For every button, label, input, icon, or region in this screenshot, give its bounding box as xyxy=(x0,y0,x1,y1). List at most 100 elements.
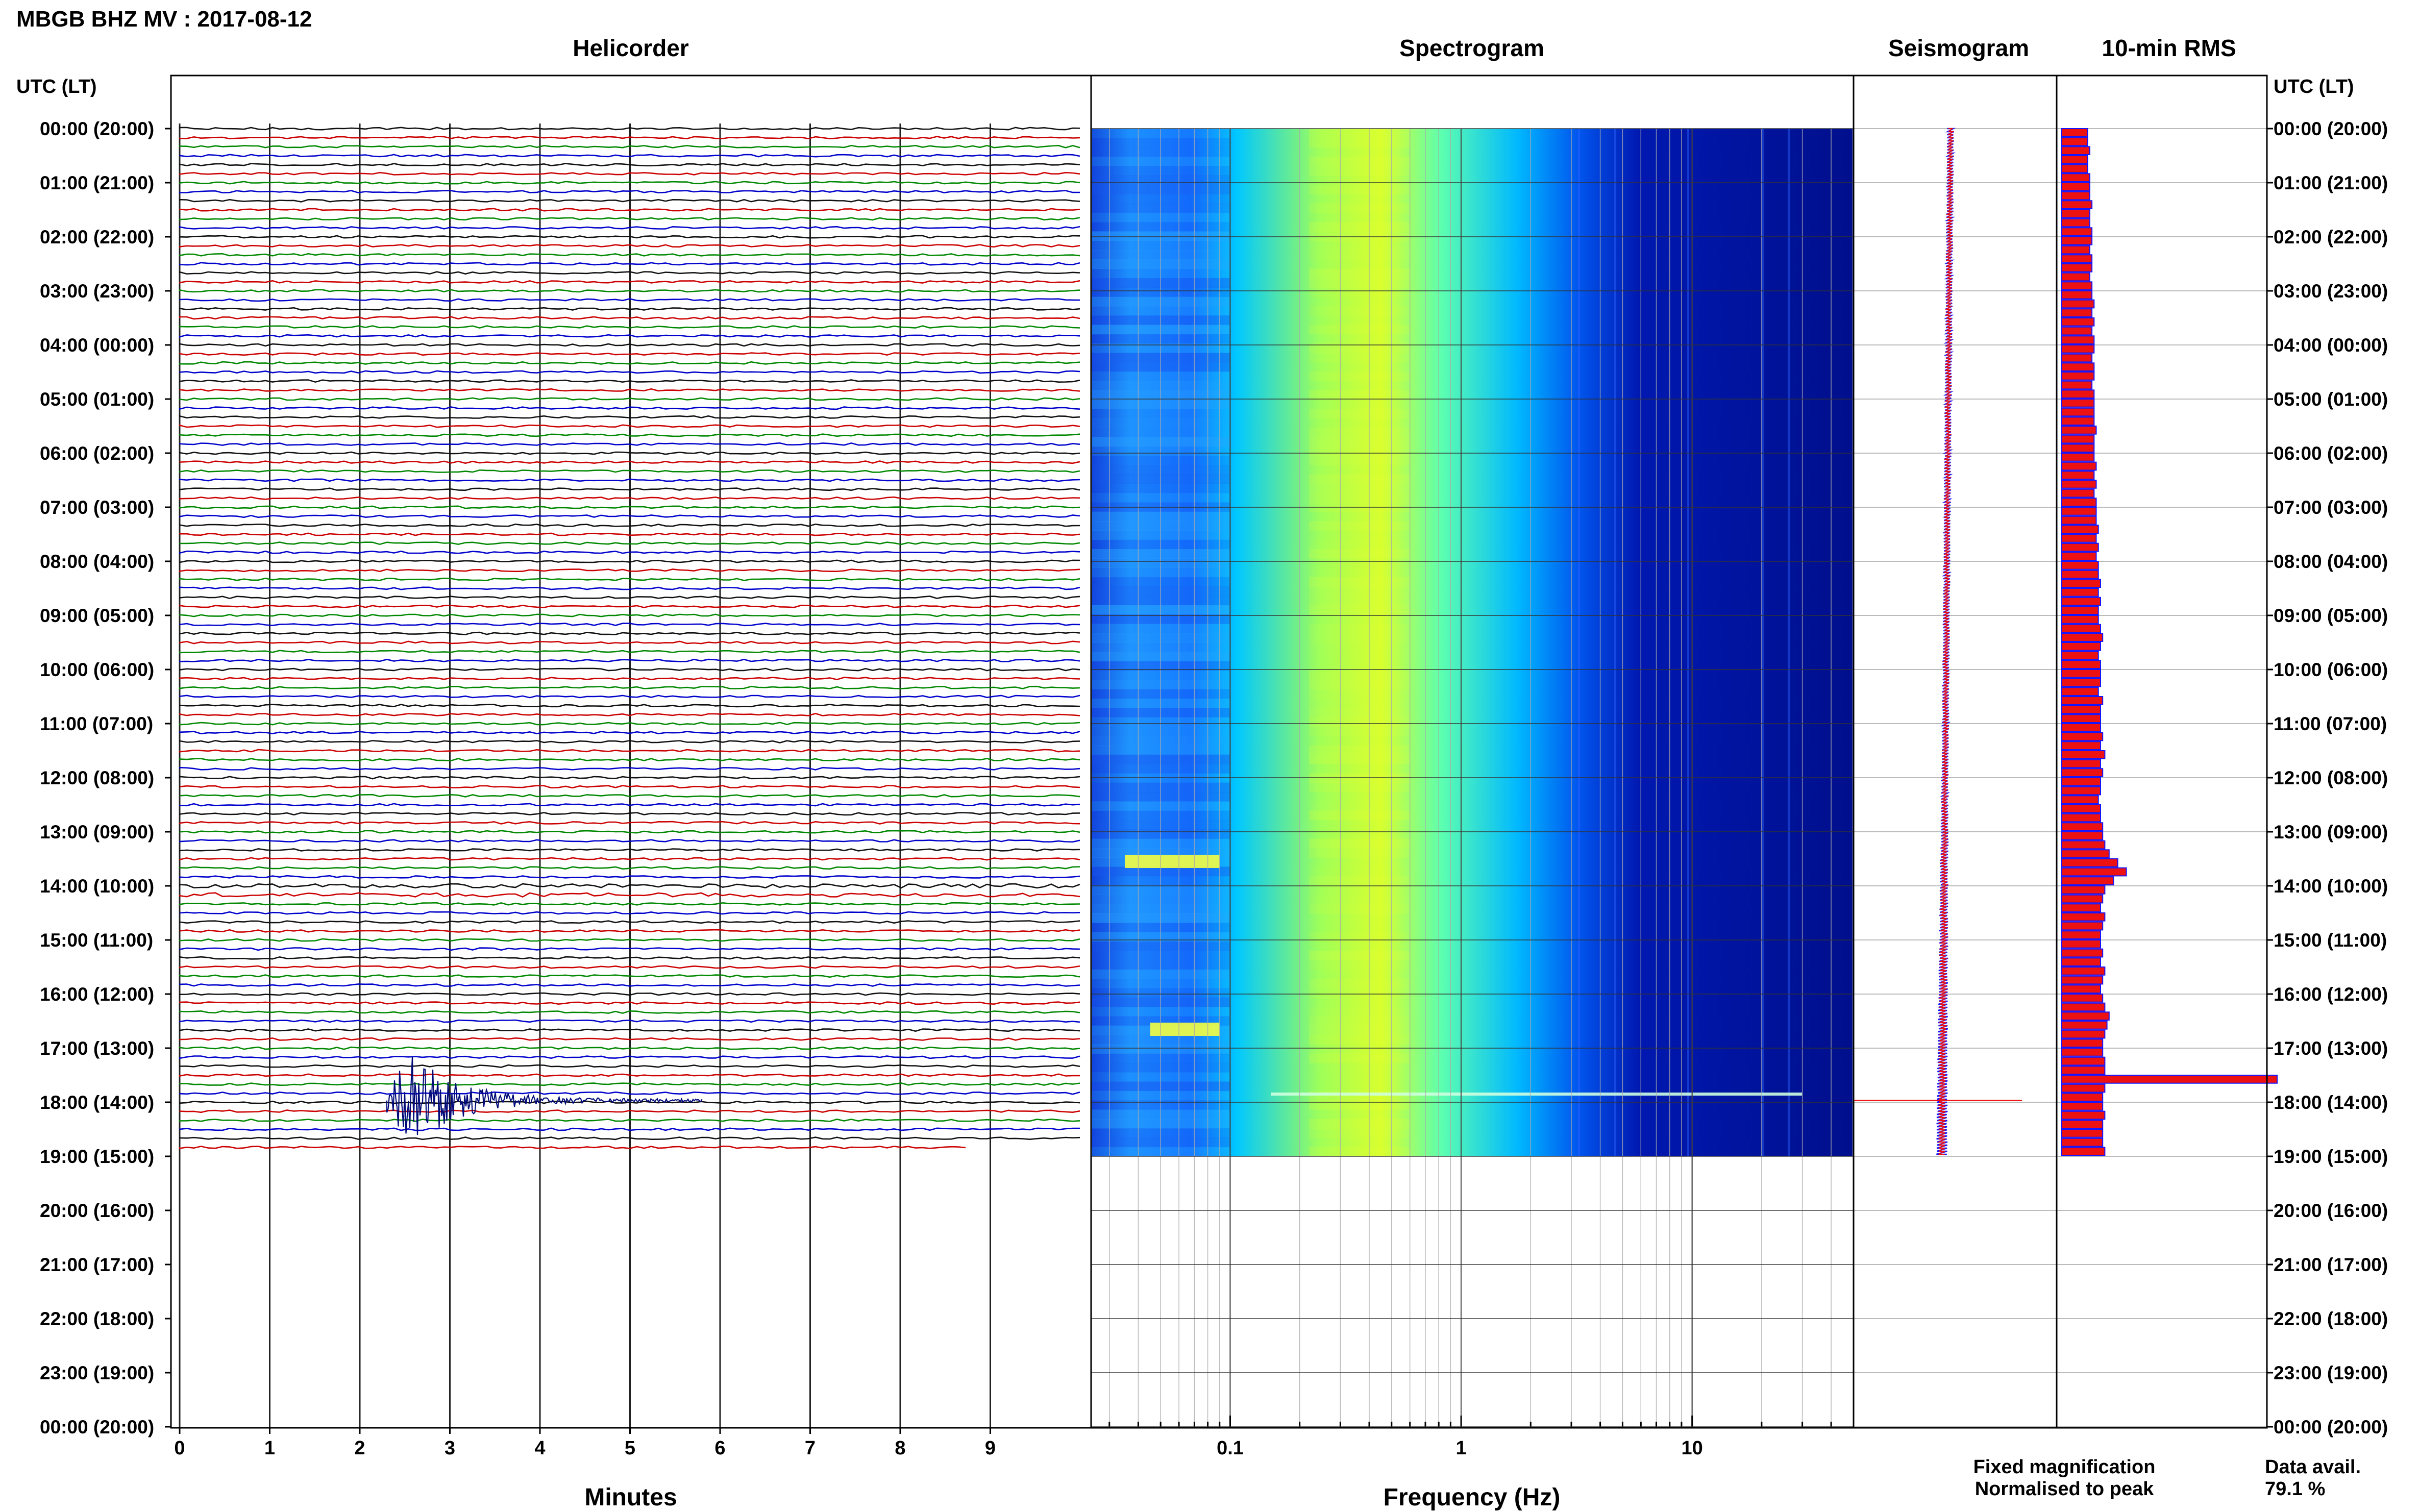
rms-bar xyxy=(2061,389,2095,399)
spectrogram-peak-row xyxy=(1309,979,1410,988)
time-tick-label-right: 20:00 (16:00) xyxy=(2274,1200,2388,1221)
spectrogram-peak-row xyxy=(1309,866,1410,877)
helicorder-trace-row xyxy=(179,181,1080,185)
rms-bar xyxy=(2061,1093,2104,1102)
helicorder-trace-row xyxy=(179,938,1080,942)
helicorder-trace-row xyxy=(179,947,1080,951)
helicorder-trace-row xyxy=(179,983,1080,987)
spectrogram-peak-row xyxy=(1309,792,1410,802)
rms-bar xyxy=(2061,1048,2104,1057)
rms-bar xyxy=(2061,777,2101,786)
rms-bar xyxy=(2061,218,2090,228)
rms-bar xyxy=(2061,903,2101,913)
helicorder-trace-row xyxy=(179,1028,1080,1032)
time-tick-label-left: 17:00 (13:00) xyxy=(40,1038,154,1059)
rms-bar xyxy=(2061,443,2095,453)
rms-bar xyxy=(2061,399,2095,408)
helicorder-trace-row xyxy=(179,758,1080,762)
seismogram-normalised-trace xyxy=(1937,128,1955,1155)
spectrogram-burst xyxy=(1125,855,1220,868)
time-tick-label-right: 23:00 (19:00) xyxy=(2274,1362,2388,1383)
helicorder-trace-row xyxy=(179,623,1080,627)
helicorder-trace-row xyxy=(179,190,1080,194)
rms-bar xyxy=(2061,876,2114,886)
helicorder-trace-row xyxy=(179,559,1080,563)
helicorder-trace-row xyxy=(179,1001,1080,1005)
spectrogram-peak-row xyxy=(1309,810,1410,821)
helicorder-trace-row xyxy=(179,866,1080,870)
helicorder-trace-row xyxy=(179,451,1080,455)
spectrogram-peak-row xyxy=(1309,1119,1410,1129)
time-tick-label-right: 11:00 (07:00) xyxy=(2274,713,2387,734)
time-tick-label-left: 19:00 (15:00) xyxy=(40,1146,154,1167)
seismogram-traces xyxy=(1854,128,2022,1155)
helicorder-trace-row xyxy=(179,604,1080,608)
spectrogram-peak-row xyxy=(1309,409,1410,419)
helicorder-trace-row xyxy=(179,271,1080,275)
time-tick-label-left: 13:00 (09:00) xyxy=(40,822,154,842)
rms-bar xyxy=(2061,1002,2106,1012)
rms-bar xyxy=(2061,597,2101,606)
rms-bar xyxy=(2061,804,2101,813)
rms-bar xyxy=(2061,921,2104,931)
spectrogram-peak-row xyxy=(1309,1035,1410,1045)
time-tick-label-left: 02:00 (22:00) xyxy=(40,227,154,247)
rms-bar xyxy=(2061,858,2118,867)
rms-bar xyxy=(2061,308,2093,317)
rms-bar xyxy=(2061,723,2101,732)
helicorder-trace-row xyxy=(179,541,1080,546)
spectrogram-peak-row xyxy=(1309,203,1410,213)
helicorder-trace-row xyxy=(179,163,1080,167)
helicorder-trace-row xyxy=(179,442,1080,446)
spectrogram-peak-row xyxy=(1309,156,1410,166)
spectrogram-peak-row xyxy=(1309,418,1410,428)
rms-bar xyxy=(2061,245,2090,255)
rms-bar xyxy=(2061,750,2106,759)
spectrogram-peak-row xyxy=(1309,633,1410,643)
rms-bar xyxy=(2061,1137,2104,1147)
spectrogram-peak-row xyxy=(1309,670,1410,680)
rms-bar xyxy=(2061,966,2106,976)
rms-bar xyxy=(2061,498,2097,507)
helicorder-trace-row xyxy=(179,532,1080,536)
helicorder-trace-row xyxy=(179,902,1080,906)
rms-bar xyxy=(2061,209,2090,218)
rms-bars xyxy=(2061,128,2278,1156)
legend-fixed-magnification: Fixed magnification xyxy=(1973,1456,2156,1478)
helicorder-trace-row xyxy=(179,704,1080,708)
rms-bar xyxy=(2061,507,2097,516)
spectrogram-peak-row xyxy=(1309,427,1410,437)
minute-tick-label: 0 xyxy=(174,1437,185,1459)
rms-bar xyxy=(2061,434,2095,444)
helicorder-trace-row xyxy=(179,1019,1080,1023)
spectrogram-grid xyxy=(1091,128,1855,1428)
spectrogram-peak-row xyxy=(1309,1090,1410,1101)
helicorder-trace-row xyxy=(179,253,1080,257)
spectrogram-peak-row xyxy=(1309,689,1410,699)
helicorder-trace-row xyxy=(179,343,1080,347)
spectrogram-peak-row xyxy=(1309,1062,1410,1073)
helicorder-trace-row xyxy=(179,731,1080,735)
spectrogram-peak-row xyxy=(1309,838,1410,849)
helicorder-title: Helicorder xyxy=(573,35,689,61)
spectrogram-peak-row xyxy=(1309,222,1410,232)
rms-bar xyxy=(2061,426,2097,435)
helicorder-trace-row xyxy=(179,848,1080,852)
helicorder-trace-row xyxy=(179,208,1080,212)
rms-bar xyxy=(2061,1029,2106,1039)
spectrogram-peak-row xyxy=(1309,371,1410,381)
spectrogram-peak-row xyxy=(1309,1147,1410,1157)
rms-bar xyxy=(2061,849,2110,859)
spectrogram-peak-row xyxy=(1309,1137,1410,1148)
time-axis-label-right: UTC (LT) xyxy=(2274,76,2354,97)
time-tick-label-left: 12:00 (08:00) xyxy=(40,767,154,788)
rms-bar xyxy=(2061,912,2106,922)
time-tick-label-right: 17:00 (13:00) xyxy=(2274,1038,2388,1059)
helicorder-trace-row xyxy=(179,514,1080,518)
helicorder-trace-row xyxy=(179,433,1080,437)
helicorder-trace-row xyxy=(179,1073,1080,1077)
helicorder-trace-row xyxy=(179,857,1080,861)
seismogram-fixed-trace xyxy=(1936,128,1956,1155)
helicorder-trace-row xyxy=(179,785,1080,789)
x-tick-labels: 0 1 2 3 4 5 6 7 8 9 0.1 1 10 xyxy=(174,1428,1703,1459)
